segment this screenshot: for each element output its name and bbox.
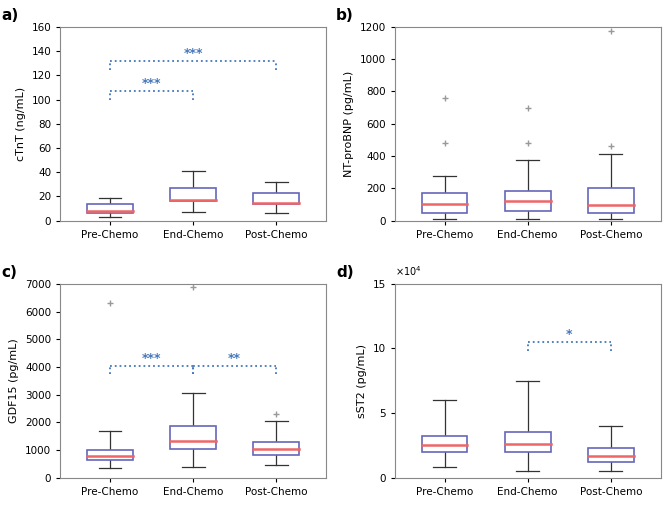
Bar xyxy=(87,450,133,460)
Bar xyxy=(588,188,634,213)
Y-axis label: sST2 (pg/mL): sST2 (pg/mL) xyxy=(357,344,367,418)
Text: a): a) xyxy=(1,8,19,23)
Text: d): d) xyxy=(336,265,354,280)
Text: b): b) xyxy=(336,8,354,23)
Bar xyxy=(421,193,468,213)
Bar xyxy=(505,191,551,211)
Bar xyxy=(505,432,551,452)
Bar xyxy=(254,442,299,456)
Y-axis label: GDF15 (pg/mL): GDF15 (pg/mL) xyxy=(9,338,19,423)
Text: **: ** xyxy=(228,351,242,365)
Text: ***: *** xyxy=(183,47,203,60)
Bar xyxy=(171,426,216,448)
Text: $\times10^4$: $\times10^4$ xyxy=(395,264,421,278)
Text: ***: *** xyxy=(142,77,161,90)
Bar xyxy=(87,204,133,214)
Text: ***: *** xyxy=(142,351,161,365)
Bar xyxy=(254,193,299,204)
Bar xyxy=(171,188,216,201)
Bar xyxy=(421,436,468,452)
Bar xyxy=(588,448,634,462)
Y-axis label: cTnT (ng/mL): cTnT (ng/mL) xyxy=(16,87,26,161)
Text: c): c) xyxy=(1,265,17,280)
Y-axis label: NT-proBNP (pg/mL): NT-proBNP (pg/mL) xyxy=(344,71,354,177)
Text: *: * xyxy=(566,328,573,341)
